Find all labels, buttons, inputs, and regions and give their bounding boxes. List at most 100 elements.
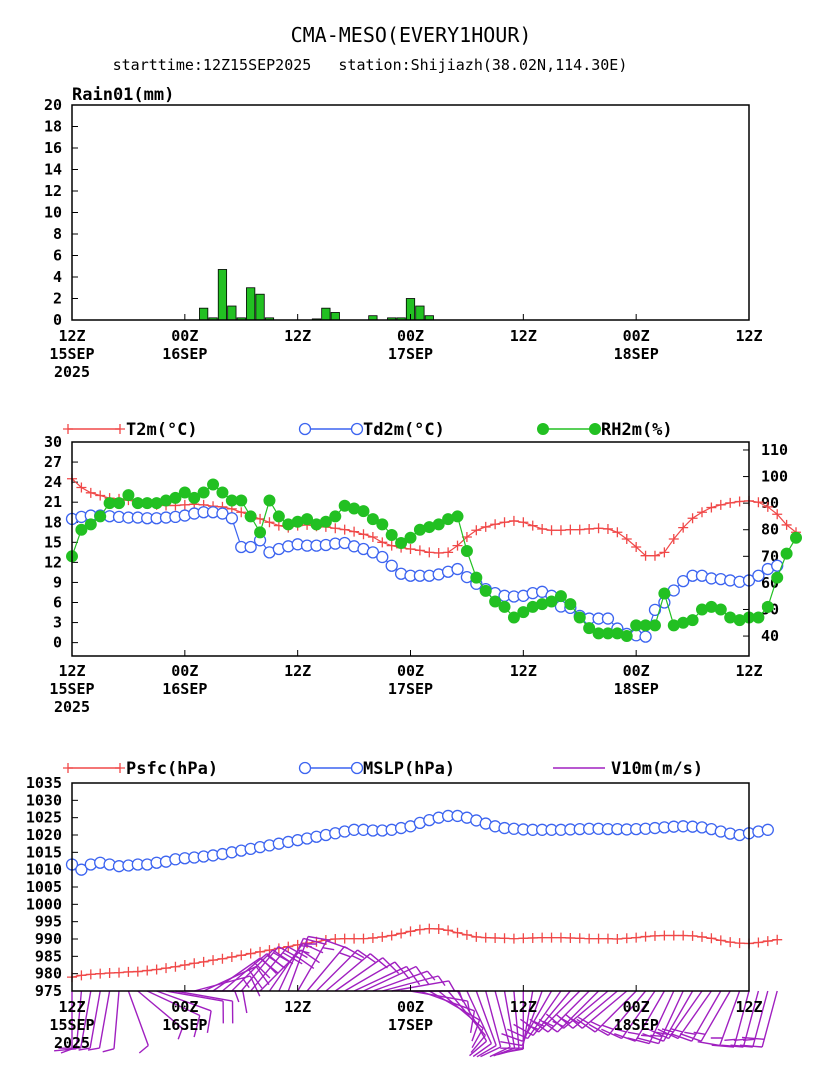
wind-barb: [588, 990, 647, 1037]
x-tick-label: 12Z: [58, 662, 85, 680]
psfc-point: [734, 938, 745, 949]
y-tick-label: 15: [44, 533, 62, 551]
y-tick-label: 18: [44, 513, 62, 531]
psfc-point: [471, 931, 482, 942]
wind-barb: [739, 990, 778, 1048]
mslp-point: [761, 823, 774, 836]
rh2m-point: [94, 510, 107, 523]
rain-bar: [246, 287, 256, 321]
psfc-point: [255, 946, 266, 957]
x-tick-label: 00Z: [397, 327, 424, 345]
psfc-point: [142, 965, 153, 976]
psfc-point: [367, 932, 378, 943]
psfc-point: [508, 933, 519, 944]
wind-barb: [564, 990, 628, 1029]
y-tick-label: 24: [44, 473, 62, 491]
psfc-point: [330, 934, 341, 944]
t2m-point: [330, 523, 341, 534]
rh2m-point: [489, 595, 502, 608]
wind-barb: [165, 990, 224, 1024]
rh2m-point: [479, 584, 492, 597]
t2m-point: [706, 502, 717, 513]
rh2m-point: [178, 486, 191, 499]
td2m-point: [648, 603, 662, 617]
y-tick-label: 4: [53, 268, 62, 286]
psfc-point: [123, 966, 134, 977]
t2m-point: [85, 487, 96, 498]
td2m-legend-marker: [298, 422, 312, 436]
psfc-point: [659, 930, 670, 941]
t2m-point: [490, 519, 501, 530]
y-tick-label: 995: [35, 913, 62, 931]
psfc-point: [715, 935, 726, 946]
td2m-point: [244, 540, 257, 554]
y-tick-label: 30: [44, 433, 62, 451]
y-tick-label: 16: [44, 139, 62, 157]
t2m-point: [631, 541, 642, 552]
x-tick-label: 12Z: [735, 998, 762, 1016]
v10m-legend-label: V10m(m/s): [611, 759, 703, 779]
psfc-point: [640, 931, 651, 942]
t2m-point: [555, 525, 566, 536]
x-tick-label: 00Z: [623, 327, 650, 345]
y-tick-label: 21: [44, 493, 62, 511]
y-tick-label: 1005: [26, 878, 62, 896]
t2m-point: [76, 482, 87, 493]
rh2m-point: [451, 510, 464, 523]
x-tick-label: 00Z: [171, 998, 198, 1016]
psfc-point: [339, 933, 350, 944]
psfc-point: [527, 932, 538, 943]
rh2m-legend-marker: [589, 423, 601, 435]
rh2m-point: [573, 611, 586, 624]
psfc-point: [687, 930, 698, 941]
psfc-point: [584, 933, 595, 944]
y-tick-label: 6: [53, 594, 62, 612]
wind-barb: [194, 975, 261, 997]
y-tick-label: 14: [44, 161, 62, 179]
wind-barb: [679, 990, 731, 1042]
t2m-point: [612, 527, 623, 538]
x-tick-label: 17SEP: [388, 345, 433, 363]
t2m-point: [781, 519, 792, 530]
rh2m-point: [790, 531, 803, 544]
psfc-point: [132, 966, 143, 977]
x-tick-label: 16SEP: [162, 1016, 207, 1034]
y-tick-label: 1010: [26, 861, 62, 879]
x-tick-label: 12Z: [284, 998, 311, 1016]
y-tick-label: 990: [35, 930, 62, 948]
psfc-point: [706, 933, 717, 944]
y-tick-label: 985: [35, 947, 62, 965]
wind-barb: [306, 945, 365, 992]
t2m-point: [584, 523, 595, 534]
psfc-point: [424, 923, 435, 934]
y-tick-label: 0: [53, 634, 62, 652]
psfc-point: [198, 956, 209, 967]
rain-bar: [255, 293, 265, 321]
wind-barb: [636, 990, 684, 1045]
rh2m-point: [545, 595, 558, 608]
psfc-point: [602, 933, 613, 944]
t2m-point: [424, 547, 435, 558]
y-tick-label: 980: [35, 965, 62, 983]
psfc-point: [208, 955, 219, 966]
y-tick-label: 9: [53, 573, 62, 591]
x-tick-label: 15SEP: [49, 680, 94, 698]
td2m-point: [376, 550, 389, 564]
psfc-point: [574, 933, 585, 944]
wind-barb: [391, 980, 456, 992]
x-tick-label: 12Z: [284, 327, 311, 345]
wind-barb: [287, 935, 331, 992]
psfc-point: [405, 926, 416, 937]
x-tick-label: 12Z: [58, 998, 85, 1016]
y-tick-label: 40: [761, 627, 779, 645]
x-tick-label: 00Z: [171, 662, 198, 680]
t2m-point: [339, 524, 350, 535]
rh2m-point: [780, 547, 793, 560]
rh2m-point: [75, 523, 88, 536]
plot-frame: [71, 104, 750, 321]
wind-barb: [146, 990, 201, 1038]
psfc-point: [189, 958, 200, 969]
wind-barb: [127, 990, 149, 1054]
rh2m-point: [301, 513, 314, 526]
y-tick-label: 100: [761, 468, 788, 486]
